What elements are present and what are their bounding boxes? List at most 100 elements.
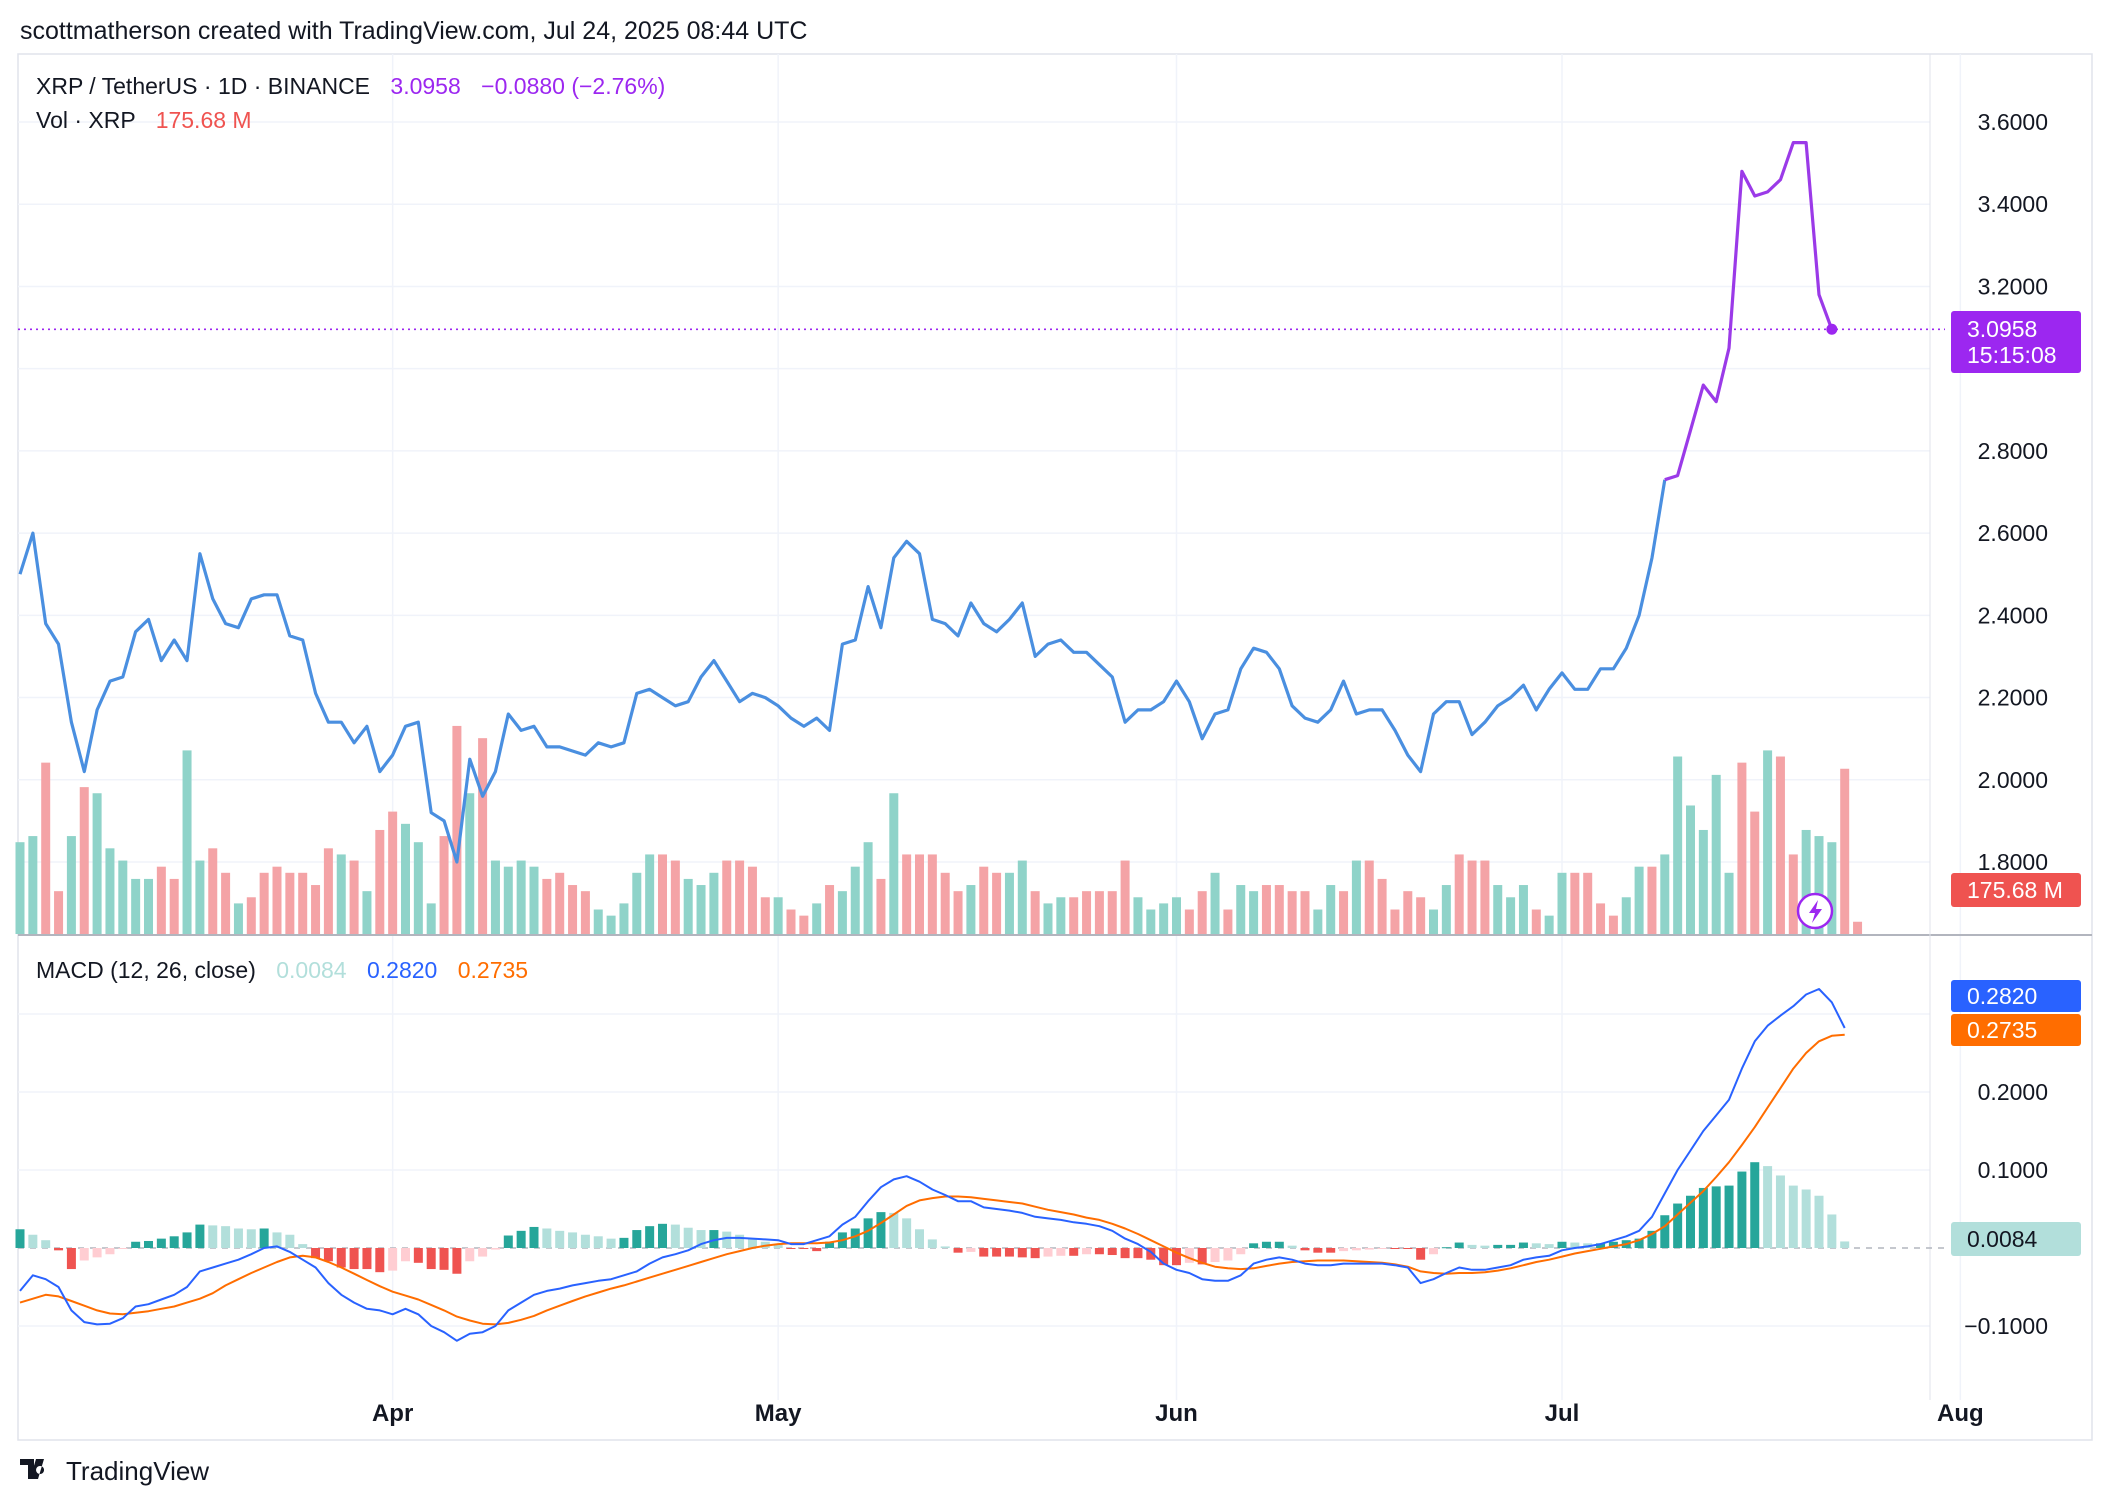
macd-histogram-bar — [940, 1246, 950, 1248]
volume-bar — [1351, 860, 1361, 934]
macd-legend-signal: 0.2735 — [458, 957, 528, 983]
macd-histogram-bar — [580, 1234, 590, 1248]
volume-bar — [15, 842, 25, 934]
macd-histogram-bar — [1596, 1243, 1606, 1248]
volume-bar — [1300, 891, 1310, 934]
volume-bar — [1441, 885, 1451, 934]
volume-bar — [632, 872, 642, 934]
macd-histogram-bar — [1107, 1248, 1117, 1256]
macd-histogram-bar — [1608, 1241, 1618, 1248]
macd-histogram-bar — [1544, 1244, 1554, 1248]
price-tick-label: 2.2000 — [1978, 685, 2048, 711]
macd-histogram-bar — [375, 1248, 385, 1273]
macd-histogram-bar — [1313, 1248, 1323, 1253]
macd-histogram-bar — [285, 1234, 295, 1248]
macd-histogram-bar — [966, 1248, 976, 1252]
histogram-badge-bg — [1951, 1222, 2081, 1256]
macd-histogram-bar — [632, 1230, 642, 1248]
volume-bar — [1493, 885, 1503, 934]
macd-histogram-bar — [1377, 1248, 1387, 1249]
volume-bar — [1660, 854, 1670, 934]
macd-histogram-bar — [349, 1248, 359, 1270]
macd-histogram-bar — [773, 1244, 783, 1248]
macd-histogram-bar — [1801, 1189, 1811, 1248]
price-axis-ticks: 1.8000 2.0000 2.2000 2.4000 2.6000 2.8000 3.20… — [1978, 109, 2048, 875]
volume-bar — [79, 787, 89, 934]
macd-histogram-bar — [1249, 1243, 1259, 1248]
macd-histogram-bar — [927, 1239, 937, 1248]
macd-histogram-bar — [503, 1235, 513, 1248]
volume-bar — [1840, 768, 1850, 934]
price-badge[interactable]: 3.0958 15:15:08 — [1951, 311, 2081, 373]
volume-bar — [876, 878, 886, 934]
macd-histogram-bar — [1043, 1248, 1053, 1257]
volume-badge-bg — [1951, 873, 2081, 907]
volume-bar — [1673, 756, 1683, 934]
histogram-badge[interactable]: 0.0084 — [1951, 1222, 2081, 1256]
macd-legend[interactable]: MACD (12, 26, close) 0.0084 0.2820 0.273… — [36, 957, 528, 983]
macd-histogram-bar — [722, 1231, 732, 1248]
main-legend[interactable]: XRP / TetherUS · 1D · BINANCE 3.0958 −0.… — [36, 73, 665, 133]
volume-bar — [66, 836, 76, 934]
macd-line — [19, 988, 1846, 1342]
volume-bar — [323, 848, 333, 934]
macd-histogram-bar — [144, 1240, 153, 1248]
volume-bar — [850, 866, 860, 934]
macd-histogram-bar — [246, 1229, 256, 1248]
volume-bar — [233, 903, 243, 934]
volume-bar — [1236, 885, 1246, 934]
symbol-legend: XRP / TetherUS · 1D · BINANCE 3.0958 −0.… — [36, 73, 665, 99]
tradingview-logo[interactable]: TradingView — [20, 1456, 209, 1486]
macd-histogram-bar — [92, 1248, 102, 1258]
volume-bar — [658, 854, 667, 934]
macd-histogram-bar — [1364, 1248, 1374, 1250]
signal-line-badge[interactable]: 0.2735 — [1951, 1014, 2081, 1046]
volume-bar — [465, 793, 475, 934]
symbol-change: −0.0880 (−2.76%) — [481, 73, 665, 99]
volume-bar — [1750, 811, 1760, 934]
price-badge-value: 3.0958 — [1967, 316, 2037, 342]
macd-histogram-bar — [79, 1248, 89, 1261]
macd-histogram-bar — [1788, 1185, 1798, 1248]
macd-histogram-bar — [1082, 1248, 1092, 1255]
price-tick-label: 3.4000 — [1978, 191, 2048, 217]
volume-bar — [773, 897, 783, 934]
volume-bar — [863, 842, 873, 934]
macd-histogram-bar — [15, 1229, 25, 1248]
volume-badge[interactable]: 175.68 M — [1951, 873, 2081, 907]
macd-histogram-bar — [568, 1232, 578, 1248]
volume-bar — [1133, 897, 1143, 934]
lightning-icon[interactable] — [1796, 892, 1834, 930]
volume-bar — [388, 811, 398, 934]
volume-bar — [1326, 885, 1336, 934]
macd-histogram-bar — [1004, 1248, 1014, 1257]
tradingview-logo-text: TradingView — [66, 1456, 209, 1486]
macd-histogram-bar — [1017, 1248, 1027, 1258]
macd-histogram-bar — [1763, 1166, 1773, 1248]
macd-histogram-bar — [1775, 1175, 1785, 1248]
macd-histogram-bar — [208, 1225, 218, 1248]
time-tick-label: Apr — [372, 1400, 413, 1427]
price-tick-label: 2.0000 — [1978, 767, 2048, 793]
volume-bar — [735, 860, 745, 934]
macd-histogram-bar — [786, 1248, 796, 1249]
volume-bar — [195, 860, 205, 934]
macd-line-badge[interactable]: 0.2820 — [1951, 980, 2081, 1012]
macd-histogram-bar — [915, 1229, 924, 1248]
time-tick-label: May — [755, 1400, 802, 1427]
macd-histogram-bar — [118, 1248, 128, 1249]
volume-bar — [1570, 872, 1580, 934]
macd-histogram-bar — [426, 1248, 436, 1270]
volume-badge-value: 175.68 M — [1967, 877, 2063, 903]
signal-line-badge-value: 0.2735 — [1967, 1017, 2037, 1043]
volume-bar — [1159, 903, 1169, 934]
macd-histogram-bar — [195, 1224, 205, 1248]
volume-bar — [503, 866, 513, 934]
volume-bar — [1043, 903, 1053, 934]
macd-histogram-bar — [1223, 1248, 1233, 1261]
macd-histogram-bar — [336, 1248, 346, 1268]
macd-histogram-bar — [953, 1248, 963, 1253]
volume-bar — [1274, 885, 1284, 934]
volume-bar — [1120, 860, 1130, 934]
signal-line-badge-bg — [1951, 1014, 2081, 1046]
